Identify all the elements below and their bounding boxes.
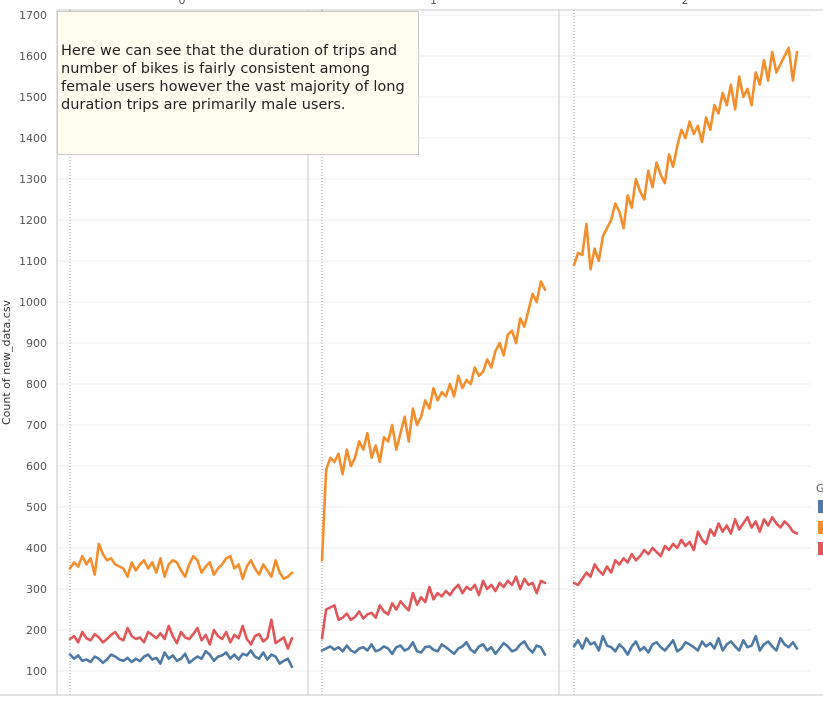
y-axis: 100 200 300 400 500 600 700 800 900 1000 1100 1200 1… (19, 9, 47, 678)
panel-label: 1 (430, 0, 437, 7)
y-axis-label: Count of new_data.csv (0, 299, 13, 425)
y-tick-label: 500 (26, 501, 47, 514)
annotation-text: Here we can see that the duration of tri… (61, 43, 405, 113)
series-line-red (572, 515, 799, 587)
y-tick-label: 100 (26, 665, 47, 678)
y-tick-label: 1500 (19, 91, 47, 104)
series-line-orange (68, 542, 294, 581)
y-tick-label: 1100 (19, 255, 47, 268)
series-line-red (320, 575, 547, 640)
series-line-blue (572, 634, 799, 656)
chart-series (68, 46, 799, 669)
legend (818, 500, 823, 555)
series-line-orange (572, 46, 799, 271)
series-line-blue (320, 640, 547, 656)
y-tick-label: 1700 (19, 9, 47, 22)
annotation-box[interactable]: Here we can see that the duration of tri… (57, 11, 419, 155)
legend-swatch-orange (818, 521, 823, 534)
panel-label: 0 (179, 0, 186, 7)
y-tick-label: 1200 (19, 214, 47, 227)
legend-swatch-red (818, 542, 823, 555)
y-tick-label: 1600 (19, 50, 47, 63)
series-line-blue (68, 649, 294, 669)
y-tick-label: 700 (26, 419, 47, 432)
y-tick-label: 900 (26, 337, 47, 350)
y-tick-label: 300 (26, 583, 47, 596)
y-tick-label: 200 (26, 624, 47, 637)
y-tick-label: 1000 (19, 296, 47, 309)
series-line-red (68, 618, 294, 650)
panel-label: 2 (682, 0, 689, 7)
y-tick-label: 600 (26, 460, 47, 473)
legend-swatch-blue (818, 500, 823, 513)
legend-title: G (816, 482, 823, 495)
y-tick-label: 1300 (19, 173, 47, 186)
y-tick-label: 400 (26, 542, 47, 555)
series-line-orange (320, 280, 547, 562)
y-tick-label: 800 (26, 378, 47, 391)
y-tick-label: 1400 (19, 132, 47, 145)
gridlines (57, 14, 810, 672)
